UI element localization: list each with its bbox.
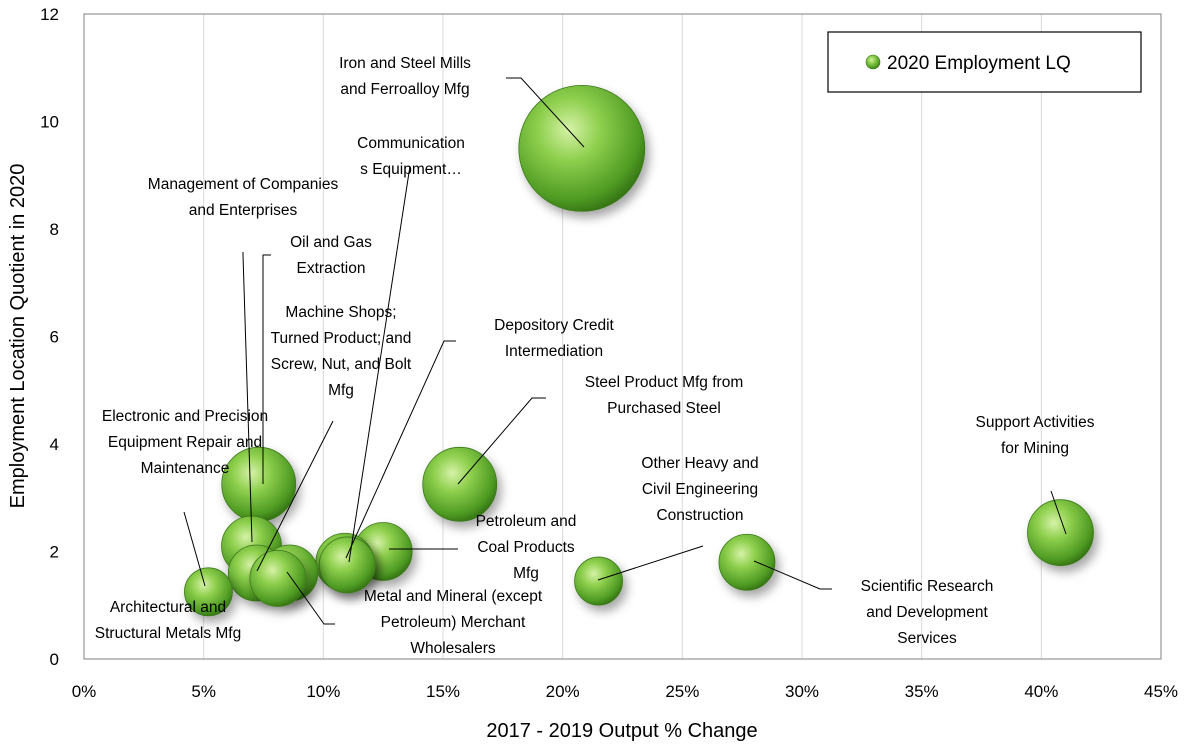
y-tick-label: 0 [50, 650, 59, 669]
bubble [422, 446, 498, 522]
leader-line [1050, 490, 1067, 535]
y-axis-title: Employment Location Quotient in 2020 [7, 164, 29, 509]
data-label: Communication s Equipment… [357, 135, 465, 178]
legend: 2020 Employment LQ [827, 31, 1142, 93]
y-tick-label: 10 [40, 113, 59, 132]
data-label: Management of Companies and Enterprises [148, 176, 339, 219]
data-label: Petroleum and Coal Products Mfg [476, 513, 577, 582]
legend-label: 2020 Employment LQ [887, 53, 1071, 74]
x-tick-label: 25% [665, 682, 699, 701]
y-tick-label: 12 [40, 5, 59, 24]
data-label: Depository Credit Intermediation [494, 317, 614, 360]
leader-line [345, 340, 456, 559]
bubble [1027, 499, 1094, 567]
plot-area [83, 13, 1162, 660]
x-tick-label: 40% [1024, 682, 1058, 701]
y-tick-label: 6 [50, 328, 59, 347]
x-tick-label: 15% [426, 682, 460, 701]
data-label: Support Activities for Mining [976, 414, 1095, 457]
leader-line [348, 165, 411, 563]
tick-labels: 0% 5% 10% 15% 20% 25% 30% 35% 40% 45% 0 2 4 6 8 10 12 [40, 5, 1178, 701]
bubble [184, 567, 233, 617]
data-label: Machine Shops; Turned Product; and Screw, … [271, 304, 412, 399]
bubble [574, 556, 623, 606]
leader-line [753, 560, 832, 590]
x-tick-label: 45% [1144, 682, 1178, 701]
x-axis-title: 2017 - 2019 Output % Change [486, 720, 757, 742]
data-label: Metal and Mineral (except Petroleum) Merc… [364, 588, 543, 657]
leader-line [597, 545, 704, 581]
leader-line [242, 252, 253, 543]
data-label: Steel Product Mfg from Purchased Steel [585, 374, 744, 417]
x-tick-label: 20% [546, 682, 580, 701]
leader-line [506, 77, 585, 148]
data-label: Architectural and Structural Metals Mfg [95, 599, 241, 642]
bubble [318, 536, 376, 594]
bubble [221, 446, 297, 522]
leader-line [262, 254, 271, 484]
leader-line [457, 397, 546, 485]
x-tick-label: 30% [785, 682, 819, 701]
y-tick-label: 4 [50, 435, 59, 454]
bubble [518, 84, 646, 212]
y-tick-label: 8 [50, 220, 59, 239]
bubble [249, 549, 307, 607]
leader-line [286, 571, 335, 625]
data-label: Oil and Gas Extraction [290, 234, 372, 277]
legend-marker [865, 54, 881, 70]
data-label: Iron and Steel Mills and Ferroalloy Mfg [339, 55, 471, 98]
y-tick-label: 2 [50, 543, 59, 562]
bubble [718, 533, 776, 591]
x-tick-label: 5% [191, 682, 216, 701]
data-labels: Iron and Steel Mills and Ferroalloy Mfg Co… [95, 55, 1095, 657]
x-tick-label: 0% [72, 682, 97, 701]
leader-lines [183, 77, 1067, 625]
leader-line [183, 511, 206, 587]
leader-line [256, 420, 334, 572]
data-label: Scientific Research and Development Servic… [861, 578, 994, 647]
data-label: Other Heavy and Civil Engineering Construc… [641, 455, 758, 524]
x-tick-label: 35% [905, 682, 939, 701]
data-label: Electronic and Precision Equipment Repair… [102, 408, 268, 477]
bubbles [184, 84, 1094, 617]
x-tick-label: 10% [306, 682, 340, 701]
